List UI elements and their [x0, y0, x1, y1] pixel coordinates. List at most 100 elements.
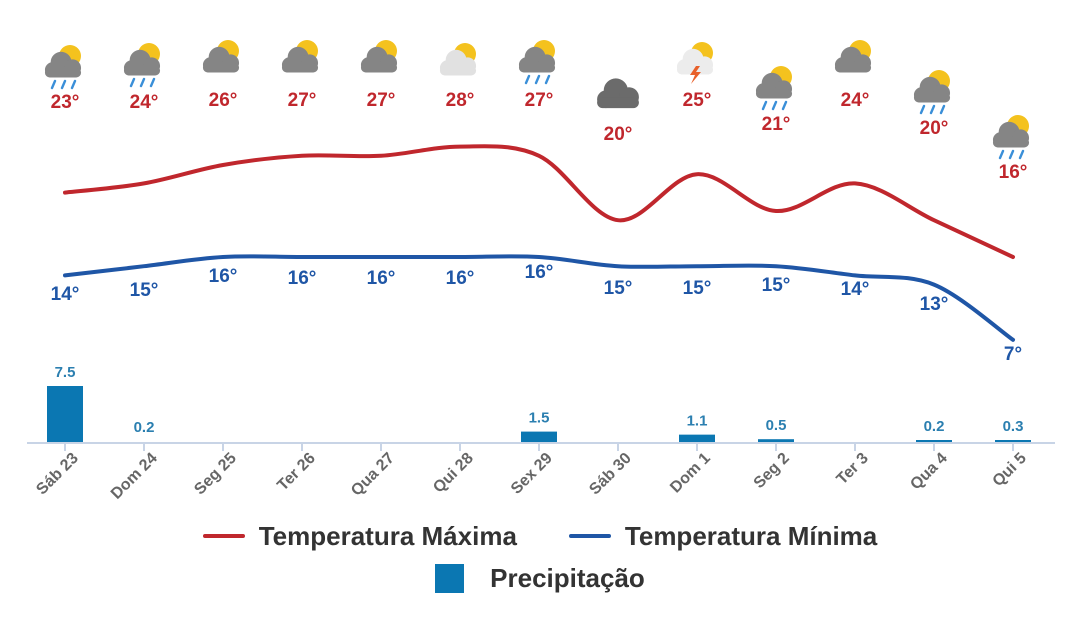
legend-item-min: Temperatura Mínima — [568, 520, 878, 552]
precip-label: 7.5 — [55, 364, 76, 381]
precip-label: 0.2 — [924, 418, 945, 435]
rain-drop — [998, 149, 1005, 160]
tmin-label: 16° — [288, 268, 317, 289]
tmax-label: 28° — [446, 90, 475, 111]
precip-bar — [47, 386, 83, 443]
x-tick-label: Dom 1 — [667, 450, 714, 497]
tmax-label: 26° — [209, 90, 238, 111]
legend: Temperatura Máxima Temperatura Mínima Pr… — [0, 515, 1080, 599]
cloud-part — [834, 62, 872, 73]
cloud-part — [439, 65, 477, 76]
tmax-label: 27° — [288, 90, 317, 111]
tmin-label: 15° — [130, 280, 159, 301]
sun-cloud-icon — [202, 40, 240, 73]
tmax-label: 27° — [367, 90, 396, 111]
rain-drop — [50, 79, 57, 90]
sun-cloud-rain-icon — [913, 70, 951, 115]
legend-swatch-precip — [435, 563, 465, 593]
precip-bar — [679, 434, 715, 443]
precip-label: 1.1 — [687, 413, 708, 430]
rain-drop — [524, 74, 531, 85]
cloud-part — [597, 97, 639, 109]
tmax-label: 27° — [525, 90, 554, 111]
rain-drop — [761, 100, 768, 111]
legend-swatch-max — [202, 534, 245, 538]
x-tick-label: Sáb 30 — [586, 450, 635, 499]
tmin-label: 7° — [1004, 344, 1022, 365]
tmin-label: 14° — [51, 284, 80, 305]
tmin-label: 16° — [446, 268, 475, 289]
rain-drop — [919, 104, 926, 115]
tmin-label: 15° — [762, 275, 791, 296]
cloud-part — [281, 62, 319, 73]
x-tick-label: Sex 29 — [508, 450, 556, 498]
sun-cloud-rain-icon — [755, 66, 793, 111]
cloud-part — [913, 92, 951, 103]
cloud-icon — [597, 78, 639, 109]
tmin-label: 15° — [604, 278, 633, 299]
tmax-label: 24° — [841, 90, 870, 111]
rain-drop — [781, 100, 788, 111]
cloud-part — [755, 88, 793, 99]
x-tick-label: Qua 27 — [348, 450, 398, 500]
cloud-part — [123, 65, 161, 76]
legend-item-precip: Precipitação — [435, 563, 645, 594]
weather-chart: 23° 14° 24° 15° 26° 16° 27° 16° 27° 16° 28° 16° 27° 1… — [27, 40, 1055, 503]
precip-bar — [995, 440, 1031, 443]
x-tick-label: Seg 25 — [191, 450, 240, 499]
x-tick-label: Qui 5 — [990, 450, 1030, 490]
rain-drop — [139, 77, 146, 88]
rain-drop — [534, 74, 541, 85]
sun-cloud-rain-icon — [123, 43, 161, 88]
tmin-label: 14° — [841, 279, 870, 300]
tmax-label: 25° — [683, 90, 712, 111]
x-tick-label: Ter 3 — [834, 450, 872, 488]
tmax-label: 23° — [51, 92, 80, 113]
tmin-label: 16° — [525, 262, 554, 283]
lightning-bolt — [690, 66, 701, 84]
tmin-label: 16° — [367, 268, 396, 289]
precip-bar — [758, 439, 794, 443]
tmax-label: 21° — [762, 114, 791, 135]
legend-label-max: Temperatura Máxima — [258, 520, 517, 551]
legend-label-min: Temperatura Mínima — [624, 520, 878, 551]
rain-drop — [1018, 149, 1025, 160]
tmin-label: 13° — [920, 294, 949, 315]
sun-light-cloud-icon — [439, 43, 477, 76]
precip-label: 0.3 — [1003, 418, 1024, 435]
rain-drop — [771, 100, 778, 111]
sun-cloud-icon — [281, 40, 319, 73]
cloud-part — [518, 62, 556, 73]
sun-cloud-rain-icon — [44, 45, 82, 90]
tmax-label: 24° — [130, 92, 159, 113]
legend-swatch-min — [568, 534, 611, 538]
cloud-part — [360, 62, 398, 73]
cloud-part — [44, 67, 82, 78]
precip-bar — [521, 431, 557, 443]
rain-drop — [1008, 149, 1015, 160]
tmax-label: 20° — [604, 124, 633, 145]
precip-label: 0.2 — [134, 419, 155, 436]
rain-drop — [149, 77, 156, 88]
tmin-label: 15° — [683, 278, 712, 299]
legend-item-max: Temperatura Máxima — [202, 520, 517, 552]
sun-cloud-rain-icon — [518, 40, 556, 85]
rain-drop — [929, 104, 936, 115]
x-tick-label: Qui 28 — [430, 450, 477, 497]
cloud-part — [202, 62, 240, 73]
precip-bar — [916, 440, 952, 443]
x-tick-label: Seg 2 — [751, 450, 793, 492]
x-tick-label: Sáb 23 — [33, 450, 82, 499]
precip-label: 0.5 — [766, 417, 787, 434]
x-tick-label: Ter 26 — [274, 450, 319, 495]
rain-drop — [60, 79, 67, 90]
rain-drop — [544, 74, 551, 85]
x-tick-label: Dom 24 — [108, 450, 161, 503]
sun-cloud-rain-icon — [992, 115, 1030, 160]
series-line-min — [63, 254, 1015, 342]
series-line-max — [63, 144, 1015, 259]
x-tick-label: Qua 4 — [907, 450, 951, 494]
rain-drop — [129, 77, 136, 88]
sun-storm-icon — [676, 42, 714, 84]
precip-label: 1.5 — [529, 410, 550, 427]
